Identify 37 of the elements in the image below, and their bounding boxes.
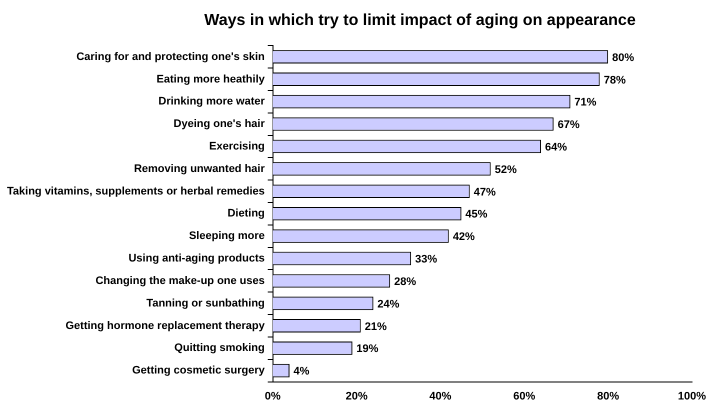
y-tick-label: Removing unwanted hair bbox=[134, 162, 266, 175]
y-tick-label: Tanning or sunbathing bbox=[146, 297, 265, 310]
data-label: 80% bbox=[612, 52, 634, 64]
data-label: 52% bbox=[494, 164, 517, 176]
y-tick-label: Drinking more water bbox=[158, 96, 266, 108]
y-tick-label: Taking vitamins, supplements or herbal remedies bbox=[7, 185, 265, 198]
x-tick-label: 0% bbox=[264, 390, 281, 402]
data-label: 78% bbox=[604, 74, 626, 86]
x-tick-label: 80% bbox=[597, 390, 620, 402]
y-tick-label: Getting cosmetic surgery bbox=[132, 364, 266, 377]
y-tick-label: Changing the make-up one uses bbox=[95, 274, 265, 287]
y-tick-label: Getting hormone replacement therapy bbox=[66, 320, 266, 332]
y-tick-label: Dyeing one's hair bbox=[174, 118, 266, 130]
y-tick-label: Using anti-aging products bbox=[128, 252, 265, 265]
x-tick-label: 100% bbox=[678, 390, 706, 402]
data-label: 67% bbox=[558, 119, 580, 132]
data-label: 19% bbox=[356, 343, 379, 356]
y-tick-label: Dieting bbox=[227, 208, 265, 220]
x-tick-label: 60% bbox=[513, 390, 536, 402]
data-label: 28% bbox=[394, 276, 416, 288]
x-tick-label: 20% bbox=[346, 390, 368, 402]
data-label: 21% bbox=[364, 320, 388, 333]
data-label: 45% bbox=[465, 208, 488, 221]
data-label: 42% bbox=[452, 231, 476, 244]
chart-title: Ways in which try to limit impact of aging on appearance bbox=[203, 12, 637, 30]
x-tick-label: 40% bbox=[429, 390, 452, 402]
data-label: 64% bbox=[545, 141, 568, 154]
y-tick-label: Caring for and protecting one's skin bbox=[76, 50, 266, 63]
data-label: 33% bbox=[415, 254, 438, 266]
y-tick-label: Sleeping more bbox=[188, 230, 265, 242]
y-tick-label: Eating more heathily bbox=[156, 73, 266, 86]
data-label: 71% bbox=[574, 96, 597, 109]
y-tick-label: Exercising bbox=[209, 140, 265, 152]
y-tick-label: Quitting smoking bbox=[174, 342, 265, 354]
data-label: 47% bbox=[474, 186, 496, 198]
data-label: 24% bbox=[377, 298, 400, 310]
data-label: 4% bbox=[294, 366, 310, 378]
